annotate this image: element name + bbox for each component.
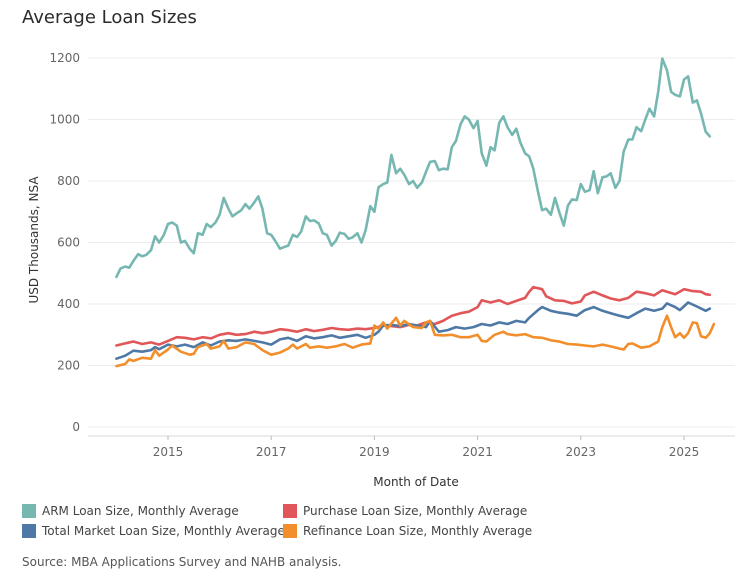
series-line-refinance[interactable]: [115, 314, 716, 368]
y-tick-label: 1000: [49, 113, 80, 127]
y-axis-title: USD Thousands, NSA: [27, 176, 41, 304]
source-note: Source: MBA Applications Survey and NAHB…: [22, 555, 342, 569]
legend-swatch-arm: [22, 504, 36, 518]
legend-label-refinance: Refinance Loan Size, Monthly Average: [303, 524, 533, 538]
x-tick-label: 2017: [256, 445, 287, 459]
legend-label-arm: ARM Loan Size, Monthly Average: [42, 504, 239, 518]
legend-item-total[interactable]: Total Market Loan Size, Monthly Average: [22, 524, 285, 538]
legend-item-refinance[interactable]: Refinance Loan Size, Monthly Average: [283, 524, 532, 538]
x-axis: 2015 2017 2019 2021 2023 2025: [88, 435, 735, 459]
series-line-arm[interactable]: [115, 57, 712, 279]
legend: ARM Loan Size, Monthly Average Purchase …: [22, 504, 722, 544]
legend-item-purchase[interactable]: Purchase Loan Size, Monthly Average: [283, 504, 527, 518]
y-tick-label: 800: [57, 174, 80, 188]
y-tick-label: 0: [72, 420, 80, 434]
legend-swatch-purchase: [283, 504, 297, 518]
series-lines[interactable]: [115, 57, 716, 368]
x-axis-title: Month of Date: [373, 475, 459, 489]
legend-label-total: Total Market Loan Size, Monthly Average: [42, 524, 285, 538]
y-tick-label: 600: [57, 236, 80, 250]
x-tick-label: 2019: [359, 445, 390, 459]
x-tick-label: 2015: [153, 445, 184, 459]
x-tick-label: 2025: [669, 445, 700, 459]
legend-swatch-refinance: [283, 524, 297, 538]
series-line-total[interactable]: [115, 301, 712, 360]
y-tick-label: 400: [57, 297, 80, 311]
legend-label-purchase: Purchase Loan Size, Monthly Average: [303, 504, 528, 518]
x-tick-label: 2023: [566, 445, 597, 459]
legend-item-arm[interactable]: ARM Loan Size, Monthly Average: [22, 504, 239, 518]
legend-swatch-total: [22, 524, 36, 538]
y-axis: 0 200 400 600 800 1000 1200: [49, 51, 80, 434]
y-tick-label: 1200: [49, 51, 80, 65]
x-tick-label: 2021: [462, 445, 493, 459]
chart-title: Average Loan Sizes: [22, 7, 197, 28]
y-tick-label: 200: [57, 359, 80, 373]
